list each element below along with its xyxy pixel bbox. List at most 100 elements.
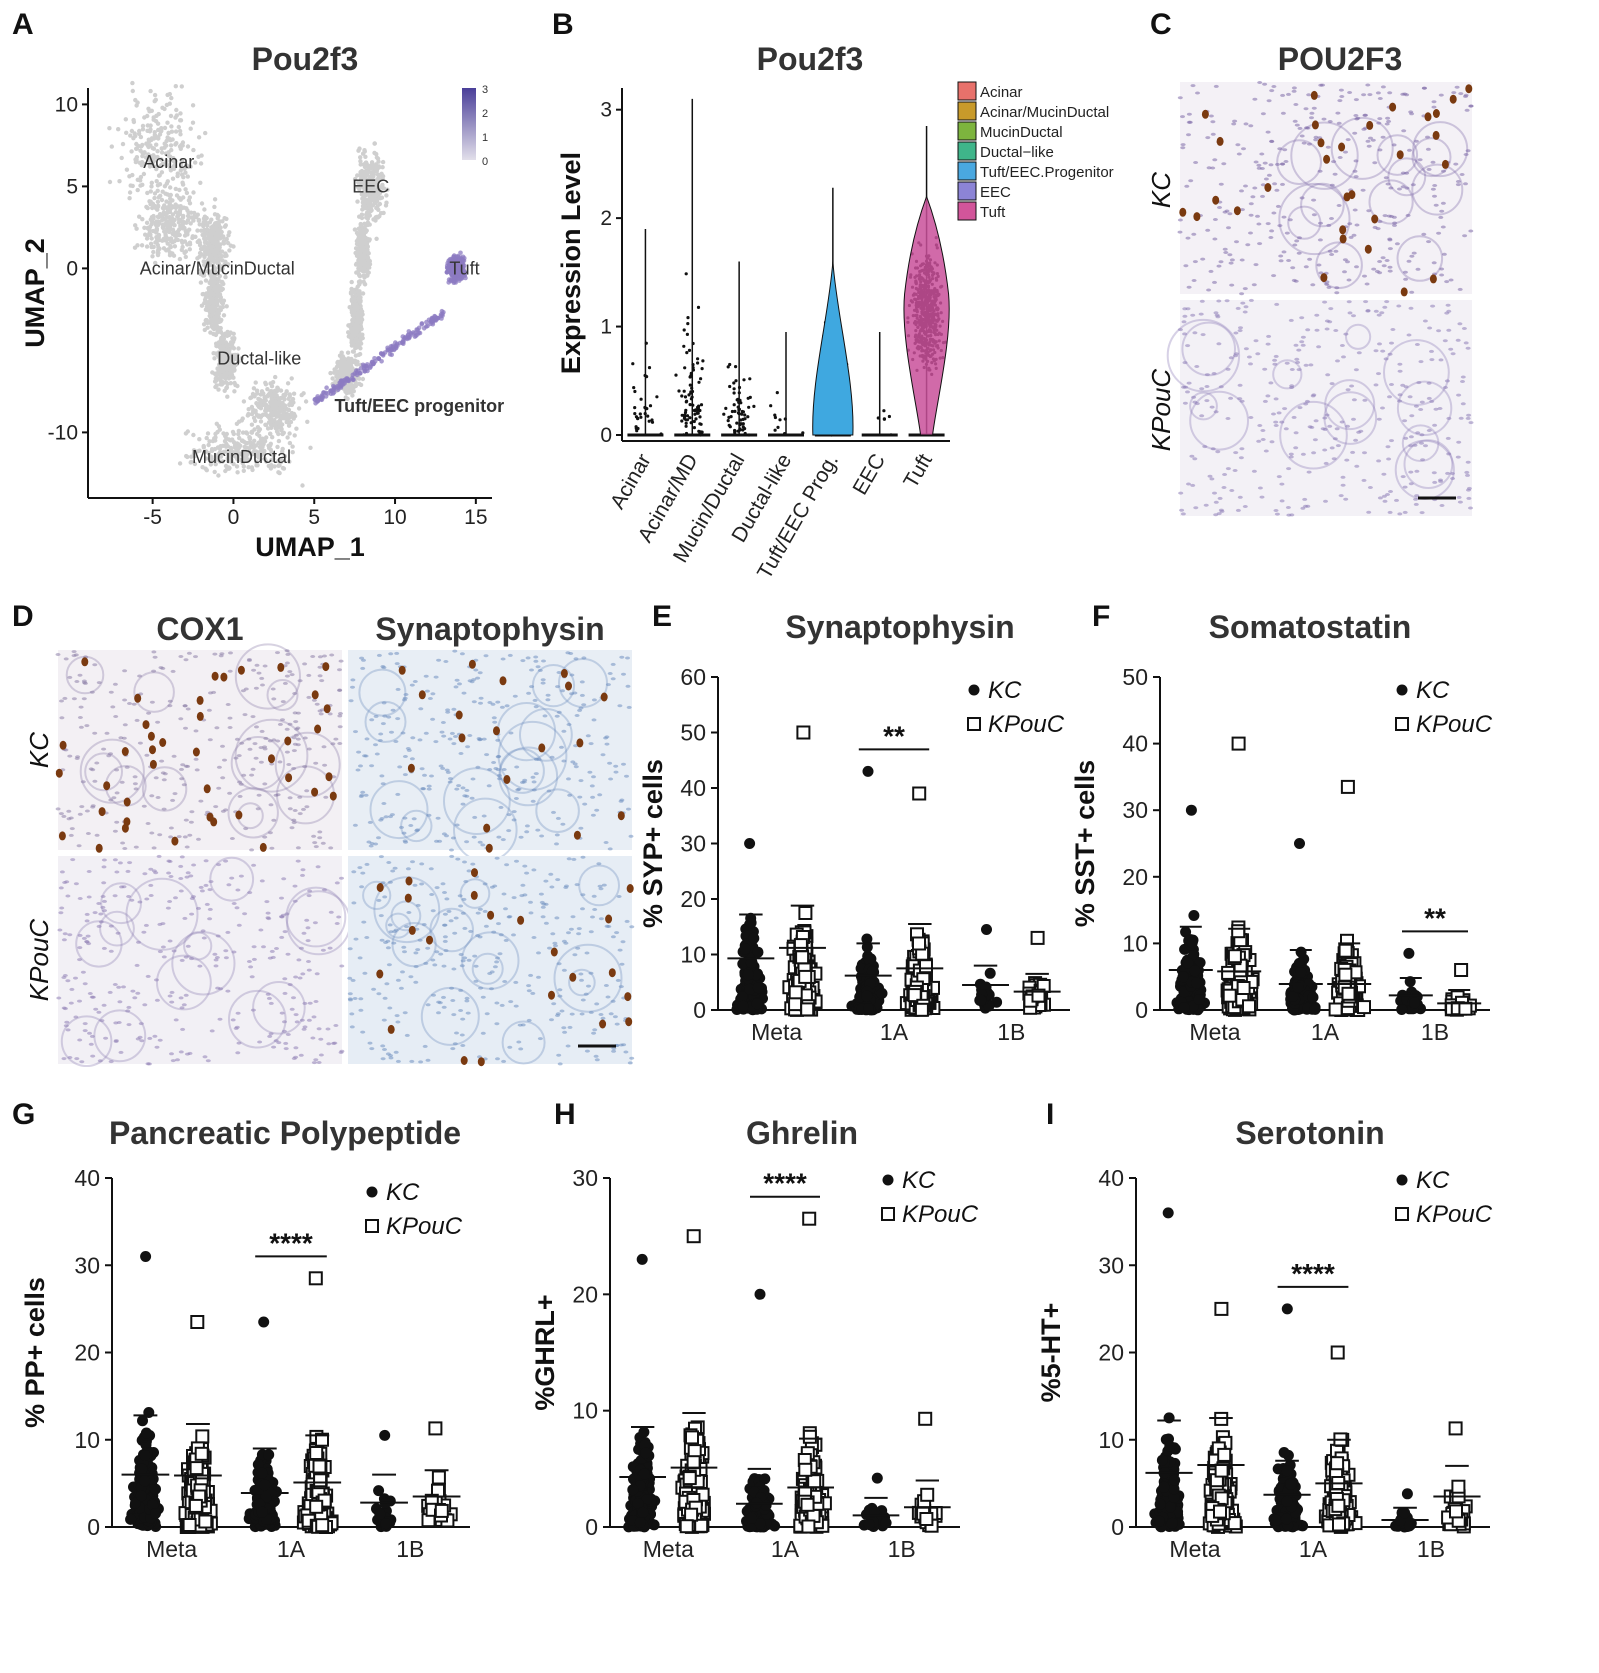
nucleus — [366, 840, 372, 844]
nucleus — [77, 946, 83, 950]
nucleus — [376, 653, 382, 657]
nucleus — [1336, 204, 1342, 207]
nucleus — [611, 1049, 617, 1053]
nucleus — [1387, 395, 1392, 399]
dab-stain — [98, 807, 106, 817]
nucleus — [1266, 334, 1272, 338]
gland-outline — [65, 655, 105, 695]
gland-outline — [1412, 121, 1469, 178]
nucleus — [80, 780, 86, 784]
violin-point — [699, 403, 704, 407]
nucleus — [597, 884, 603, 888]
nucleus — [437, 839, 443, 843]
legend-label-kc: KC — [1416, 677, 1450, 704]
nucleus — [306, 747, 312, 751]
violin-point — [699, 377, 703, 381]
nucleus — [451, 707, 457, 711]
violin-point — [728, 362, 732, 367]
nucleus — [525, 656, 531, 660]
nucleus — [388, 1056, 394, 1060]
nucleus — [533, 655, 539, 659]
nucleus — [1239, 292, 1245, 296]
nucleus — [59, 699, 64, 703]
nucleus — [419, 862, 425, 866]
nucleus — [116, 985, 122, 989]
violin-point — [686, 322, 690, 326]
nucleus — [551, 1002, 557, 1006]
nucleus — [287, 983, 293, 987]
nucleus — [470, 862, 476, 866]
nucleus — [1225, 417, 1231, 420]
violin-point — [735, 421, 739, 425]
dotplot-point-kc — [1294, 838, 1305, 849]
nucleus — [1442, 339, 1448, 343]
nucleus — [1373, 309, 1379, 313]
nucleus — [373, 842, 379, 846]
nucleus — [166, 859, 172, 863]
nucleus — [1326, 223, 1332, 227]
nucleus — [395, 717, 401, 721]
nucleus — [1441, 169, 1446, 173]
nucleus — [65, 1028, 71, 1032]
dab-stain — [460, 1056, 468, 1065]
nucleus — [184, 845, 190, 849]
dotplot-point-kpouc — [1227, 949, 1242, 964]
gland-outline — [358, 668, 407, 717]
nucleus — [311, 1015, 317, 1019]
nucleus — [443, 660, 449, 663]
nucleus — [567, 1025, 573, 1029]
nucleus — [613, 770, 619, 774]
nucleus — [1218, 182, 1224, 186]
nucleus — [67, 933, 73, 937]
violin-point — [732, 403, 736, 407]
violin-point — [775, 391, 779, 395]
nucleus — [554, 833, 560, 837]
dab-stain — [285, 773, 293, 783]
nucleus — [1419, 441, 1424, 445]
nucleus — [180, 763, 186, 767]
nucleus — [531, 868, 537, 872]
nucleus — [545, 698, 551, 702]
dab-stain — [426, 935, 433, 945]
nucleus — [268, 1001, 274, 1005]
dotplot-series-KPouC — [899, 786, 941, 1017]
nucleus — [1463, 341, 1469, 345]
violin-point — [732, 387, 736, 391]
nucleus — [307, 889, 313, 893]
nucleus — [472, 954, 478, 958]
nucleus — [620, 940, 626, 944]
dotplot-point-kpouc — [1231, 924, 1246, 939]
nucleus — [317, 836, 323, 840]
dotplot-point-kc — [150, 1508, 161, 1519]
dab-stain — [471, 868, 478, 878]
nucleus — [61, 1006, 67, 1010]
nucleus — [460, 959, 466, 963]
nucleus — [1292, 119, 1298, 123]
nucleus — [387, 923, 393, 927]
dotplot-point-kc — [862, 765, 874, 777]
nucleus — [92, 779, 98, 783]
nucleus — [610, 662, 616, 666]
nucleus — [312, 841, 318, 845]
nucleus — [386, 963, 392, 967]
nucleus — [236, 754, 242, 758]
nucleus — [112, 682, 118, 686]
nucleus — [1354, 117, 1360, 121]
violin-point — [733, 429, 737, 433]
nucleus — [1191, 279, 1197, 282]
violin-point — [648, 404, 653, 408]
nucleus — [1327, 320, 1333, 324]
nucleus — [456, 784, 462, 788]
nucleus — [538, 892, 544, 896]
nucleus — [167, 699, 173, 703]
nucleus — [1274, 302, 1280, 306]
nucleus — [566, 777, 571, 781]
nucleus — [1329, 446, 1335, 450]
nucleus — [350, 685, 355, 689]
nucleus — [1456, 393, 1462, 397]
nucleus — [230, 1018, 236, 1022]
violin-point — [646, 414, 650, 418]
violin-point — [696, 411, 700, 415]
nucleus — [1210, 166, 1216, 170]
